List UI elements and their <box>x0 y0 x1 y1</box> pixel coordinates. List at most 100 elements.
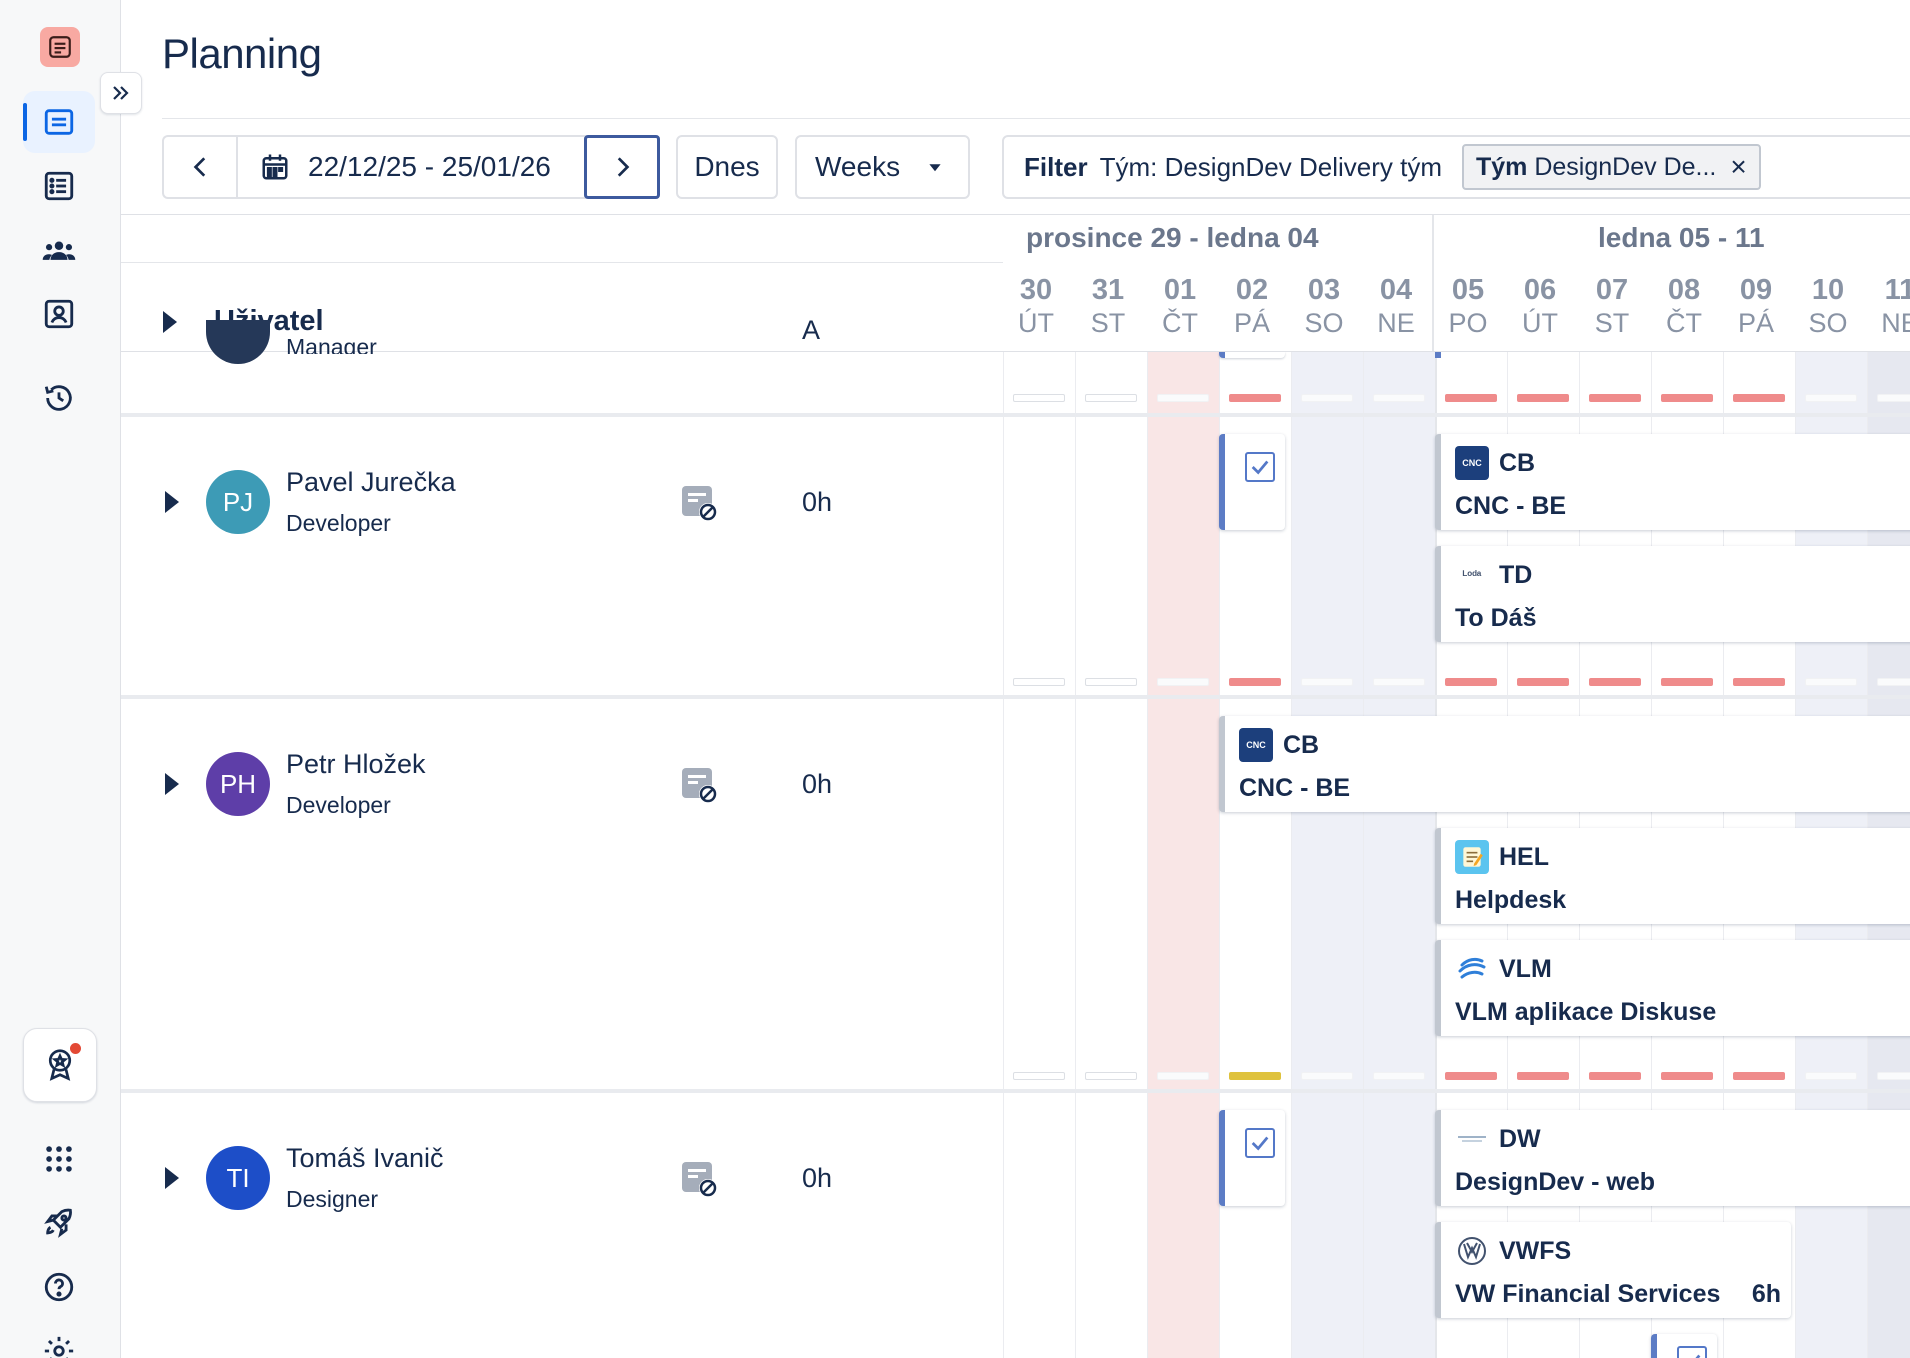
day-name: SO <box>1808 308 1848 338</box>
day-column <box>1003 352 1075 1358</box>
expand-row-caret-icon[interactable] <box>165 1167 179 1189</box>
user-name[interactable]: Tomáš Ivanič <box>286 1143 444 1173</box>
expand-sidebar-button[interactable] <box>100 72 142 114</box>
task-checkbox-icon[interactable] <box>1245 452 1275 482</box>
capacity-marker <box>1877 678 1910 686</box>
row-divider <box>1003 413 1910 417</box>
divider <box>162 118 1910 119</box>
a-column-header[interactable]: A <box>802 315 821 345</box>
day-number: 09 <box>1739 274 1773 306</box>
capacity-marker <box>1805 394 1857 402</box>
capacity-marker <box>1805 1072 1857 1080</box>
expand-row-caret-icon[interactable] <box>165 491 179 513</box>
week-label: ledna 05 - 11 <box>1598 222 1765 253</box>
project-card[interactable]: VLM VLM aplikace Diskuse <box>1435 940 1910 1036</box>
filter-bar[interactable]: Filter Tým: DesignDev Delivery tým Tým D… <box>1002 135 1910 199</box>
capacity-marker <box>1373 678 1425 686</box>
planning-nav-icon[interactable] <box>23 91 95 153</box>
user-role: Manager <box>286 334 377 354</box>
app-logo-icon[interactable] <box>40 27 80 67</box>
vlm-logo-icon <box>1455 952 1489 986</box>
page-title: Planning <box>162 30 322 77</box>
day-name: ČT <box>1162 308 1198 338</box>
task-checkbox-icon[interactable] <box>1677 1346 1707 1358</box>
capacity-marker <box>1157 394 1209 402</box>
capacity-marker <box>1589 678 1641 686</box>
history-icon[interactable] <box>23 367 95 429</box>
expand-all-caret-icon[interactable] <box>163 311 177 333</box>
project-card[interactable]: CNC CB CNC - BE <box>1219 716 1910 812</box>
user-hours: 0h <box>802 487 833 517</box>
row-divider <box>121 1089 1003 1093</box>
day-number: 30 <box>1019 274 1053 306</box>
project-card[interactable]: VWFS VW Financial Services 6h <box>1435 1222 1791 1318</box>
capacity-marker <box>1517 1072 1569 1080</box>
row-divider <box>1003 1089 1910 1093</box>
project-name: VLM aplikace Diskuse <box>1455 998 1717 1026</box>
calendar-disabled-icon[interactable] <box>680 1160 720 1200</box>
capacity-marker <box>1229 394 1281 402</box>
capacity-marker <box>1085 1072 1137 1080</box>
task-card[interactable] <box>1651 1334 1717 1358</box>
row-divider <box>121 413 1003 417</box>
user-role: Designer <box>286 1186 379 1212</box>
capacity-marker <box>1013 678 1065 686</box>
chevron-right-icon <box>617 157 630 177</box>
capacity-marker <box>1661 394 1713 402</box>
view-select[interactable]: Weeks <box>795 135 970 199</box>
project-code: TD <box>1499 560 1533 589</box>
task-card[interactable] <box>1219 1110 1285 1206</box>
settings-gear-icon[interactable] <box>23 1320 95 1358</box>
day-header: 09 PÁ <box>1720 272 1792 338</box>
task-card-partial[interactable] <box>1435 352 1910 358</box>
day-name: ST <box>1594 308 1630 338</box>
helpdesk-notepad-icon <box>1455 840 1489 874</box>
chip-close-icon[interactable]: × <box>1730 151 1747 182</box>
capacity-marker <box>1445 678 1497 686</box>
chevron-left-icon <box>193 157 206 177</box>
filter-label: Filter <box>1024 151 1088 182</box>
expand-row-caret-icon[interactable] <box>165 773 179 795</box>
calendar-disabled-icon[interactable] <box>680 484 720 524</box>
task-card-partial[interactable] <box>1219 352 1285 358</box>
user-name[interactable]: Pavel Jurečka <box>286 467 456 497</box>
team-icon[interactable] <box>23 219 95 281</box>
help-icon[interactable] <box>23 1256 95 1318</box>
task-card[interactable] <box>1219 434 1285 530</box>
capacity-marker <box>1157 1072 1209 1080</box>
project-name: CNC - BE <box>1239 774 1351 802</box>
navigation-rail <box>0 0 121 1358</box>
capacity-marker <box>1661 1072 1713 1080</box>
day-column <box>1219 352 1291 1358</box>
task-checkbox-icon[interactable] <box>1245 1128 1275 1158</box>
project-card[interactable]: DW DesignDev - web <box>1435 1110 1910 1206</box>
achievements-icon[interactable] <box>23 1028 97 1102</box>
next-period-button[interactable] <box>584 135 660 199</box>
capacity-marker <box>1589 1072 1641 1080</box>
day-number: 07 <box>1595 274 1629 306</box>
day-header: 11 NE <box>1864 272 1910 338</box>
calendar-grid[interactable]: CNC CB CNC - BE ᴸᵒᵈᵃ TD To Dáš CNC CB CNC -… <box>1003 352 1910 1358</box>
capacity-marker <box>1517 678 1569 686</box>
project-card[interactable]: HEL Helpdesk <box>1435 828 1910 924</box>
task-list-icon[interactable] <box>23 155 95 217</box>
previous-period-button[interactable] <box>162 135 238 199</box>
capacity-marker <box>1301 394 1353 402</box>
project-name: Helpdesk <box>1455 886 1567 914</box>
apps-grid-icon[interactable] <box>23 1128 95 1190</box>
user-name[interactable]: Petr Hložek <box>286 749 426 779</box>
today-button[interactable]: Dnes <box>676 135 778 199</box>
project-card[interactable]: CNC CB CNC - BE <box>1435 434 1910 530</box>
date-range-picker[interactable]: 22/12/25 - 25/01/26 <box>236 135 586 199</box>
day-header: 03 SO <box>1288 272 1360 338</box>
contact-card-icon[interactable] <box>23 283 95 345</box>
calendar-icon <box>262 154 288 180</box>
day-name: NE <box>1377 308 1415 338</box>
capacity-marker <box>1589 394 1641 402</box>
filter-chip[interactable]: Tým DesignDev De... × <box>1461 144 1761 190</box>
day-header: 01 ČT <box>1144 272 1216 338</box>
calendar-disabled-icon[interactable] <box>680 766 720 806</box>
divider <box>121 262 1003 263</box>
rocket-icon[interactable] <box>23 1192 95 1254</box>
project-card[interactable]: ᴸᵒᵈᵃ TD To Dáš <box>1435 546 1910 642</box>
